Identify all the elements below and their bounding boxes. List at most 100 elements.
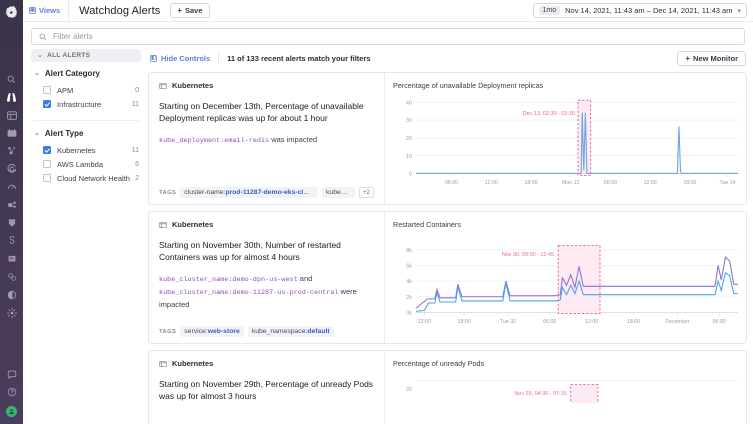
facet-row-kubernetes[interactable]: Kubernetes 11 (31, 143, 141, 157)
apm-icon[interactable] (2, 160, 21, 178)
tag-chip[interactable]: kube_cl… (322, 187, 355, 198)
alert-subject-suffix: and (297, 273, 313, 283)
kubernetes-icon (159, 221, 167, 229)
svg-text:6k: 6k (406, 263, 412, 269)
contrast-icon[interactable] (2, 286, 21, 304)
match-count-text: 11 of 133 recent alerts match your filte… (227, 54, 371, 63)
facet-count: 11 (131, 100, 139, 108)
chart-y-ticks: 40 30 20 10 0 (406, 100, 412, 177)
datadog-logo-icon[interactable] (2, 2, 22, 22)
alert-card[interactable]: Kubernetes Starting on November 29th, Pe… (148, 350, 747, 424)
plus-icon: + (177, 5, 182, 15)
controls-divider (218, 53, 220, 64)
metrics-icon[interactable] (2, 268, 21, 286)
alert-source: Kubernetes (159, 81, 374, 90)
tag-chip[interactable]: cluster-name:prod-11287-demo-eks-cluster… (180, 187, 319, 198)
integrations-icon[interactable] (2, 304, 21, 322)
svg-text:06:00: 06:00 (543, 319, 556, 325)
alert-tags: TAGS cluster-name:prod-11287-demo-eks-cl… (159, 187, 374, 198)
tag-chip[interactable]: kube_namespace:default (247, 326, 334, 337)
all-alerts-header[interactable]: ⌄ ALL ALERTS (31, 49, 141, 62)
user-avatar[interactable] (6, 406, 17, 417)
alert-chart-panel: Restarted Containers (384, 212, 746, 343)
facet-row-aws-lambda[interactable]: AWS Lambda 6 (31, 157, 141, 171)
security-icon[interactable] (2, 250, 21, 268)
primary-nav-rail (0, 0, 23, 424)
alert-card-body: Kubernetes Starting on November 30th, Nu… (149, 212, 384, 343)
alert-chart-panel: Percentage of unready Pods 20 Nov 29, 04… (384, 351, 746, 424)
svg-text:Tue 14: Tue 14 (720, 180, 736, 186)
views-label: Views (39, 6, 61, 15)
tag-key: kube_namespace: (251, 328, 308, 335)
search-placeholder: Filter alerts (53, 32, 93, 41)
alert-title[interactable]: Starting on November 29th, Percentage of… (159, 379, 374, 402)
svg-text:0k: 0k (406, 311, 412, 317)
infrastructure-icon[interactable] (2, 142, 21, 160)
facet-row-cloud-network-health[interactable]: Cloud Network Health 2 (31, 171, 141, 185)
time-range-picker[interactable]: 1mo Nov 14, 2021, 11:43 am – Dec 14, 202… (532, 3, 747, 18)
checkbox-kubernetes[interactable] (43, 146, 51, 154)
chart-1[interactable]: 40 30 20 10 0 Dec 13, 02:3 (393, 94, 738, 188)
alert-title[interactable]: Starting on December 13th, Percentage of… (159, 101, 364, 124)
alert-card[interactable]: Kubernetes Starting on November 30th, Nu… (148, 211, 747, 344)
facet-group-title: Alert Type (44, 129, 84, 138)
hide-controls-button[interactable]: ◧ Hide Controls (150, 54, 210, 63)
tags-overflow-badge[interactable]: +2 (358, 187, 374, 198)
controls-row: ◧ Hide Controls 11 of 133 recent alerts … (148, 49, 753, 72)
chart-3-svg: 20 Nov 29, 04:30 - 07:15 (406, 379, 738, 404)
alert-subject-tag[interactable]: kube_deployment:email-redis (159, 136, 270, 145)
alert-subject-tag[interactable]: kube_cluster_name:demo-dpn-us-west (159, 275, 298, 284)
checkbox-apm[interactable] (43, 86, 51, 94)
facet-row-apm[interactable]: APM 0 (31, 83, 141, 97)
serverless-icon[interactable] (2, 196, 21, 214)
card-spacer (159, 147, 374, 187)
facet-group-header[interactable]: ⌄ Alert Type (31, 129, 141, 138)
new-monitor-button[interactable]: + New Monitor (677, 51, 746, 66)
chart-annotation-label: Nov 29, 04:30 - 07:15 (514, 391, 566, 397)
dashboards-icon[interactable] (2, 106, 21, 124)
checkbox-aws-lambda[interactable] (43, 160, 51, 168)
card-spacer (159, 312, 374, 326)
svg-text:Mon 13: Mon 13 (562, 180, 580, 186)
checkbox-cloud-network-health[interactable] (43, 174, 51, 182)
help-icon[interactable] (2, 383, 21, 401)
panel-left-icon: ◧ (150, 55, 157, 62)
tag-value: web-store (207, 328, 240, 335)
search-icon[interactable] (2, 70, 21, 88)
logs-icon[interactable] (2, 232, 21, 250)
chart-x-tickmarks (424, 312, 720, 316)
nav-rail-bottom (2, 365, 21, 424)
watchdog-binoculars-icon[interactable] (2, 88, 21, 106)
facet-group-header[interactable]: ⌄ Alert Category (31, 69, 141, 78)
alert-card-body: Kubernetes Starting on December 13th, Pe… (149, 73, 384, 204)
alert-card[interactable]: Kubernetes Starting on December 13th, Pe… (148, 72, 747, 205)
alert-chart-panel: Percentage of unavailable Deployment rep… (384, 73, 746, 204)
alert-subject-tag-2[interactable]: kube_cluster_name:demo-11287-us-prod-cen… (159, 288, 339, 297)
alert-title[interactable]: Starting on November 30th, Number of res… (159, 240, 341, 263)
chart-highlight-band (570, 384, 599, 404)
svg-text:20: 20 (406, 136, 412, 142)
alert-source-label: Kubernetes (172, 81, 214, 90)
svg-text:18:00: 18:00 (524, 180, 537, 186)
tags-label: TAGS (159, 189, 177, 196)
time-range-chip: 1mo (538, 6, 561, 15)
save-button[interactable]: + Save (170, 3, 210, 18)
facet-group-title: Alert Category (44, 69, 100, 78)
chart-2[interactable]: 8k 6k 4k 2k 0k Nov 30, 09:00 - 12:45 (393, 233, 738, 327)
tag-chip[interactable]: service:web-store (180, 326, 244, 337)
checkbox-infrastructure[interactable] (43, 100, 51, 108)
facet-row-infrastructure[interactable]: Infrastructure 11 (31, 97, 141, 111)
svg-text:18:00: 18:00 (683, 180, 696, 186)
search-input[interactable]: Filter alerts (31, 28, 745, 45)
network-icon[interactable] (2, 214, 21, 232)
chat-support-icon[interactable] (2, 365, 21, 383)
svg-text:12:00: 12:00 (585, 319, 598, 325)
alert-list[interactable]: Kubernetes Starting on December 13th, Pe… (148, 72, 753, 424)
chart-3[interactable]: 20 Nov 29, 04:30 - 07:15 (393, 372, 738, 404)
views-button[interactable]: ▣ Views (23, 0, 70, 21)
synthetics-gauge-icon[interactable] (2, 178, 21, 196)
alert-source-label: Kubernetes (172, 359, 214, 368)
notebooks-icon[interactable] (2, 124, 21, 142)
chart-2-svg: 8k 6k 4k 2k 0k Nov 30, 09:00 - 12:45 (406, 245, 738, 325)
